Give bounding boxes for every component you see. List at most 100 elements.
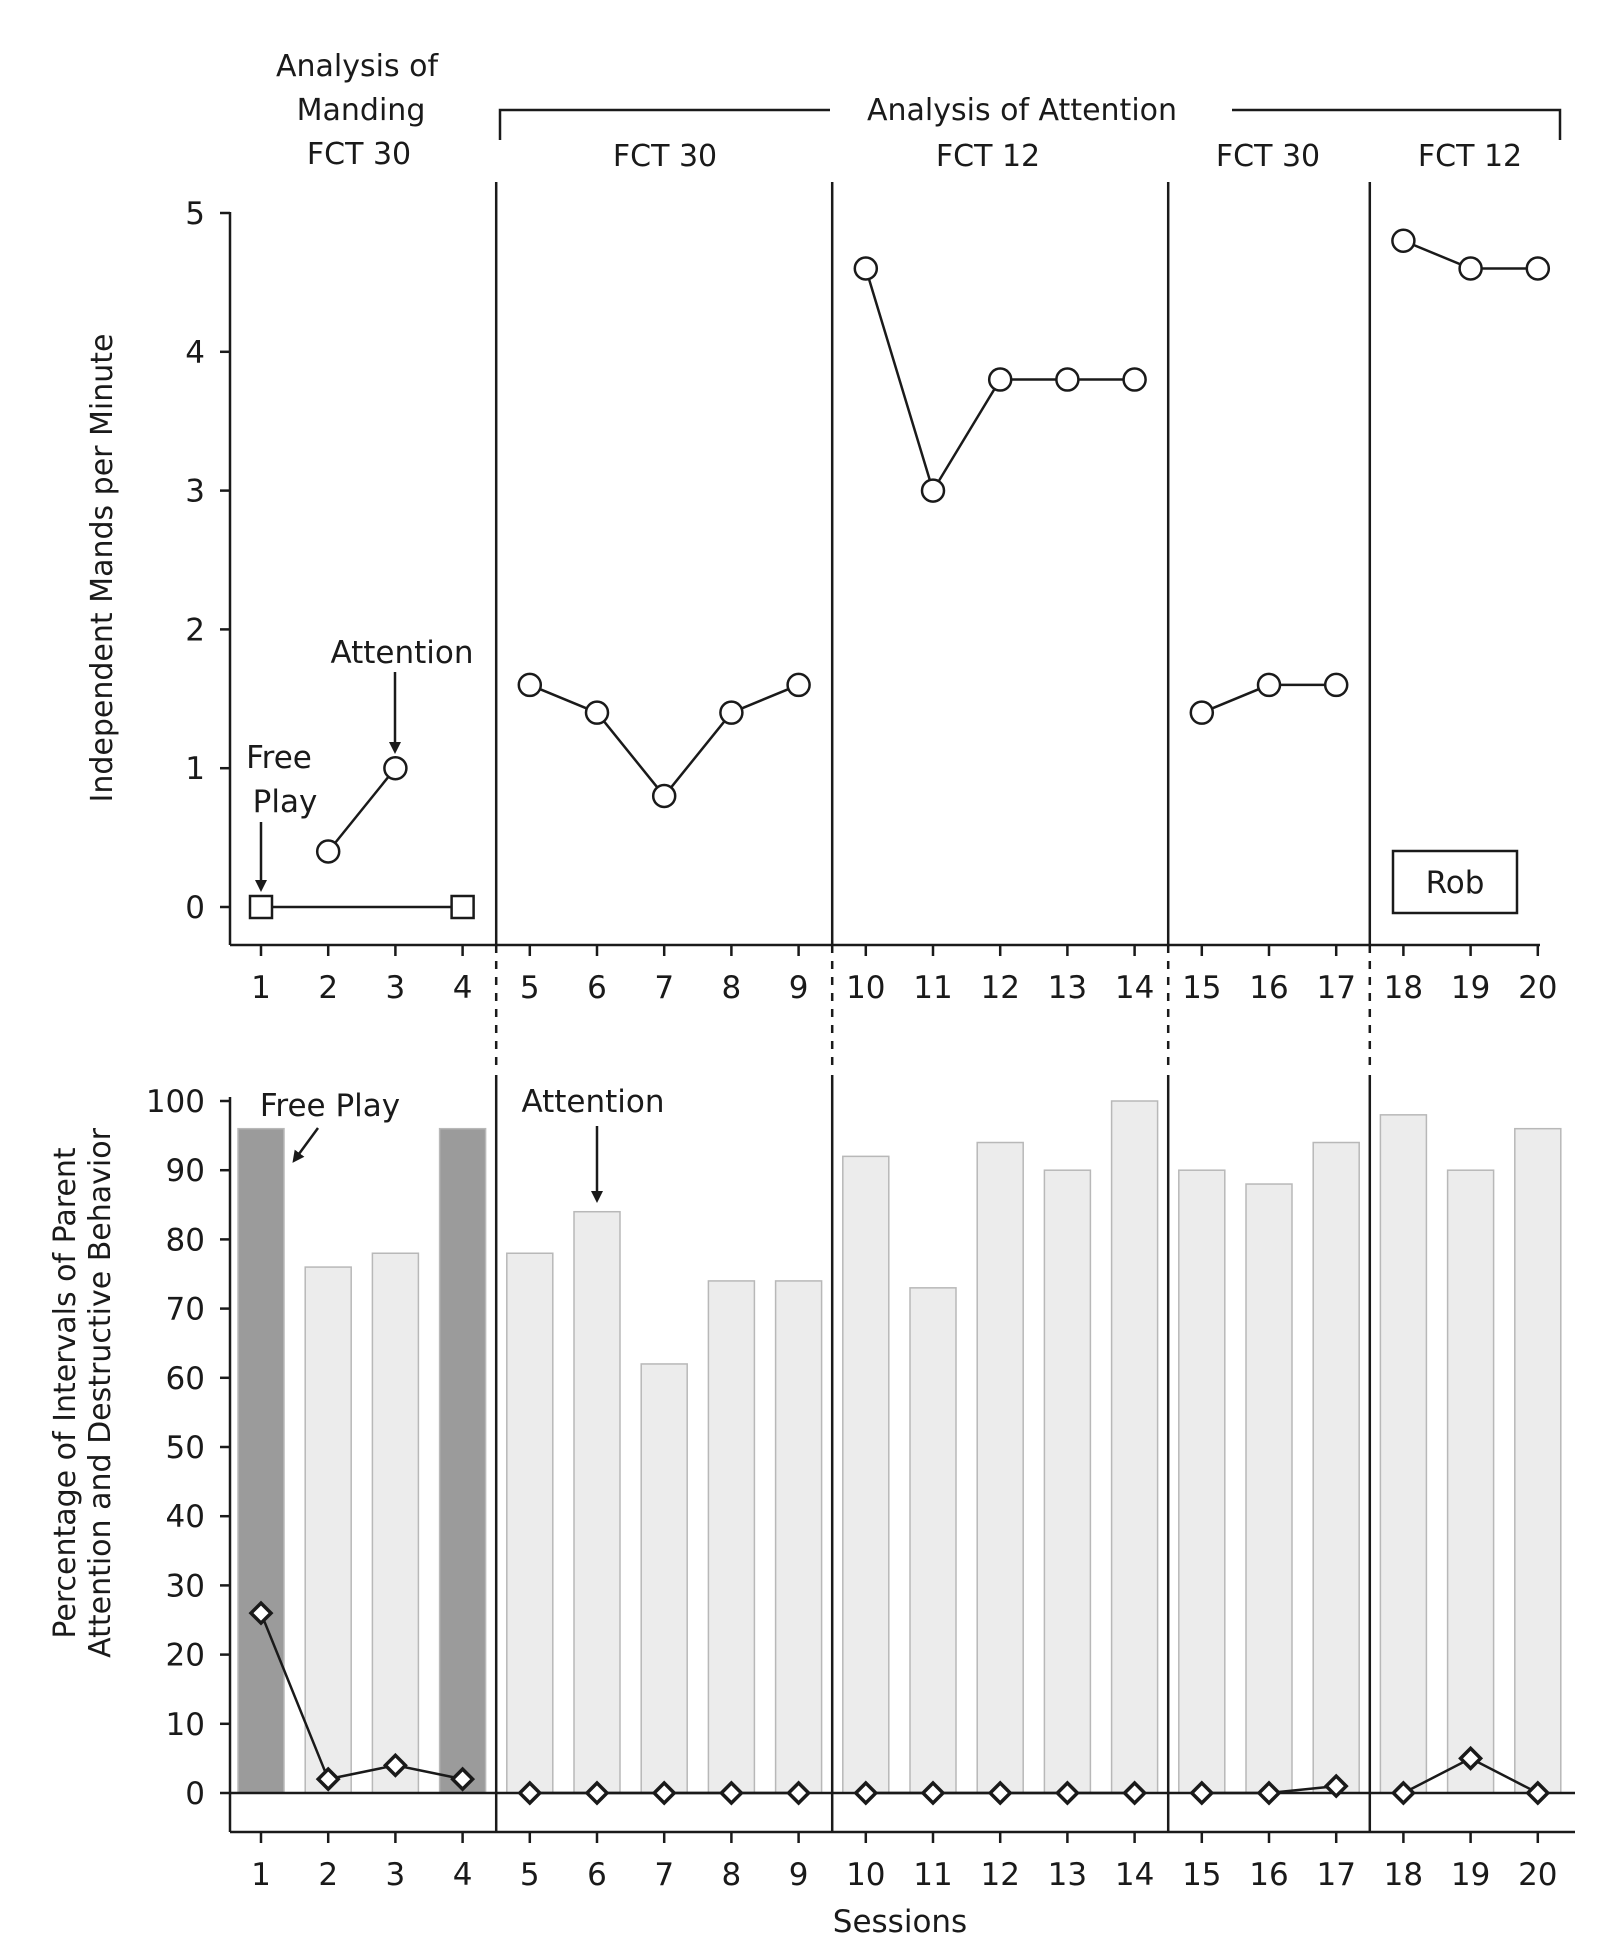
phase-label-2: FCT 12 <box>936 139 1040 174</box>
top-data-lines <box>261 239 1538 909</box>
manding-header-line1: Analysis of <box>276 49 439 84</box>
bottom-x-tick-label: 14 <box>1115 1857 1154 1893</box>
bottom-y-tick-label: 60 <box>166 1361 205 1397</box>
bottom-x-tick-label: 11 <box>913 1857 952 1893</box>
bottom-y-tick-label: 70 <box>166 1292 205 1328</box>
x-axis-label: Sessions <box>833 1904 967 1939</box>
top-data-points <box>248 228 1551 920</box>
attention-point <box>1122 367 1147 392</box>
attention-bar <box>1312 1141 1360 1794</box>
attention-point <box>719 700 744 725</box>
bottom-y-tick-label: 0 <box>185 1776 205 1812</box>
bottom-free-play-annotation: Free Play <box>260 1088 400 1124</box>
phase-connectors <box>494 945 1372 1072</box>
attention-point <box>920 478 946 503</box>
top-x-tick-label: 2 <box>318 970 338 1006</box>
attention-point <box>1055 367 1080 392</box>
attention-point <box>1189 700 1215 725</box>
destructive-behavior-point <box>1458 1745 1484 1771</box>
attention-bar <box>640 1363 688 1794</box>
destructive-behavior-line <box>259 1612 463 1781</box>
bottom-x-tick-label: 4 <box>453 1857 473 1893</box>
attention-point <box>517 672 543 698</box>
attention-bar <box>1178 1169 1226 1794</box>
free-play-bar <box>438 1127 487 1794</box>
bottom-y-tick-label: 50 <box>166 1430 205 1466</box>
top-x-tick-label: 14 <box>1115 970 1154 1006</box>
bottom-y-tick-label: 10 <box>166 1707 205 1743</box>
top-x-tick-label: 10 <box>846 970 885 1006</box>
top-x-tick-label: 18 <box>1384 970 1423 1006</box>
free-play-annotation-line1: Free <box>246 740 312 776</box>
top-y-tick-label: 0 <box>185 890 205 926</box>
bottom-x-tick-label: 5 <box>520 1857 540 1893</box>
attention-point <box>1458 256 1483 281</box>
destructive-behavior-point <box>517 1780 543 1806</box>
top-y-tick-label: 1 <box>185 751 205 787</box>
bottom-y-tick-label: 40 <box>166 1499 205 1535</box>
attention-point <box>1323 672 1349 698</box>
attention-point <box>786 672 811 698</box>
phase-label-3: FCT 30 <box>1216 139 1320 174</box>
attention-bar <box>573 1210 621 1794</box>
bottom-x-tick-label: 12 <box>980 1857 1019 1893</box>
bottom-y-axis-label-line1: Percentage of Intervals of Parent <box>48 1147 83 1639</box>
destructive-behavior-point <box>1525 1780 1551 1806</box>
destructive-behavior-point <box>450 1766 476 1792</box>
top-y-ticks: 0 1 2 3 4 5 <box>185 196 230 926</box>
top-x-tick-label: 7 <box>654 970 674 1006</box>
attention-bar <box>304 1266 352 1794</box>
top-x-tick-label: 9 <box>789 970 809 1006</box>
attention-point <box>1525 256 1551 281</box>
attention-line <box>529 683 800 798</box>
attention-point <box>987 367 1013 392</box>
top-y-tick-label: 2 <box>185 612 205 648</box>
top-x-tick-label: 8 <box>722 970 742 1006</box>
attention-bar <box>1446 1169 1495 1794</box>
destructive-behavior-point <box>1256 1780 1282 1806</box>
bottom-x-ticks: 1 2 3 4 5 6 7 8 9 10 11 12 13 14 15 16 17 18 19 20 <box>251 1832 1558 1893</box>
bottom-x-tick-label: 3 <box>386 1857 406 1893</box>
attention-bar <box>1514 1127 1562 1794</box>
destructive-behavior-point <box>1189 1780 1215 1806</box>
attention-line <box>327 767 397 853</box>
attention-header-bracket-right <box>1232 108 1562 140</box>
bottom-x-tick-label: 15 <box>1182 1857 1221 1893</box>
bottom-free-play-arrow <box>292 1127 320 1163</box>
attention-point <box>315 839 341 864</box>
top-x-tick-label: 20 <box>1518 970 1557 1006</box>
top-x-tick-label: 15 <box>1182 970 1221 1006</box>
top-y-tick-label: 3 <box>185 474 205 510</box>
bottom-y-tick-label: 80 <box>166 1222 205 1258</box>
participant-label: Rob <box>1426 865 1485 901</box>
bottom-x-tick-label: 7 <box>654 1857 674 1893</box>
bottom-y-tick-label: 20 <box>166 1638 205 1674</box>
top-x-tick-label: 5 <box>520 970 540 1006</box>
attention-bar <box>976 1141 1024 1794</box>
participant-box <box>1391 849 1519 915</box>
destructive-behavior-point <box>718 1780 744 1806</box>
bottom-x-tick-label: 18 <box>1384 1857 1423 1893</box>
free-play-annotation-line2: Play <box>253 784 318 820</box>
destructive-behavior-point <box>1390 1780 1416 1806</box>
free-play-bar <box>237 1127 285 1794</box>
attention-annotation: Attention <box>330 635 473 671</box>
destructive-behavior-point <box>1054 1780 1080 1806</box>
destructive-behavior-point <box>920 1780 946 1806</box>
destructive-behavior-point <box>987 1780 1013 1806</box>
bottom-y-tick-label: 90 <box>166 1153 205 1189</box>
bottom-y-axis-label-line2: Attention and Destructive Behavior <box>83 1127 118 1657</box>
bottom-phase-lines <box>494 1075 1372 1832</box>
top-x-tick-label: 3 <box>386 970 406 1006</box>
bottom-y-tick-label: 30 <box>166 1568 205 1604</box>
bottom-x-tick-label: 19 <box>1451 1857 1490 1893</box>
top-x-tick-label: 11 <box>913 970 952 1006</box>
manding-header-line2: Manding <box>297 93 426 128</box>
bottom-x-tick-label: 9 <box>789 1857 809 1893</box>
phase-label-4: FCT 12 <box>1418 139 1522 174</box>
attention-bar <box>909 1287 957 1794</box>
attention-point <box>383 755 408 781</box>
attention-point <box>651 783 677 809</box>
